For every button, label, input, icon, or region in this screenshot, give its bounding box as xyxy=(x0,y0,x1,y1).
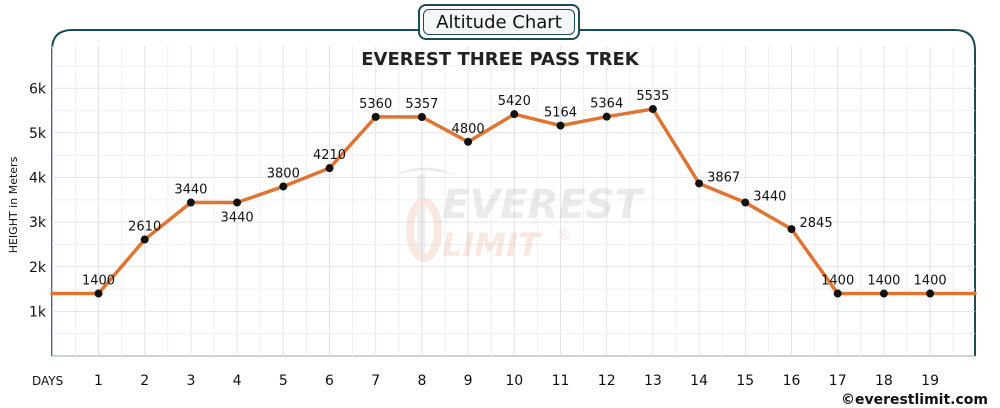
watermark-registered-mark: ® xyxy=(556,225,572,244)
data-point xyxy=(695,179,704,188)
watermark-logo: EVEREST LIMIT ® xyxy=(395,167,645,264)
x-tick-label: 18 xyxy=(875,373,893,389)
footer-credit: ©everestlimit.com xyxy=(841,392,988,408)
y-tick-label: 2k xyxy=(29,260,47,276)
x-tick-label: 17 xyxy=(829,373,847,389)
watermark-line2: LIMIT xyxy=(442,226,542,264)
x-tick-label: 14 xyxy=(690,373,708,389)
data-label: 5535 xyxy=(636,89,669,104)
data-label: 3440 xyxy=(753,190,786,205)
watermark-line1: EVEREST xyxy=(442,182,645,228)
grid-lines xyxy=(51,46,975,356)
data-point xyxy=(140,235,149,244)
x-tick-label: 13 xyxy=(644,373,662,389)
data-label: 5420 xyxy=(498,94,531,109)
x-tick-label: 4 xyxy=(233,373,242,389)
x-tick-label: 6 xyxy=(325,373,334,389)
data-label: 1400 xyxy=(82,274,115,289)
data-label: 4210 xyxy=(313,148,346,163)
y-tick-label: 1k xyxy=(29,304,47,320)
data-label: 5357 xyxy=(405,97,438,112)
data-point xyxy=(233,198,242,207)
data-point xyxy=(417,112,426,121)
x-tick-label: 8 xyxy=(417,373,426,389)
x-tick-label: 11 xyxy=(552,373,570,389)
data-point xyxy=(787,225,796,234)
y-tick-label: 4k xyxy=(29,171,47,187)
data-label: 2610 xyxy=(128,220,161,235)
data-point xyxy=(833,289,842,298)
data-point xyxy=(325,164,334,173)
data-point xyxy=(279,182,288,191)
altitude-chart-badge: Altitude Chart xyxy=(418,4,580,40)
badge-label: Altitude Chart xyxy=(423,9,575,35)
data-point xyxy=(926,289,935,298)
x-tick-label: 9 xyxy=(464,373,473,389)
data-point xyxy=(464,137,473,146)
data-point xyxy=(94,289,103,298)
data-label: 5364 xyxy=(590,97,623,112)
x-tick-label: 1 xyxy=(94,373,103,389)
y-tick-label: 5k xyxy=(29,126,47,142)
y-axis-label: HEIGHT in Meters xyxy=(7,156,20,253)
data-point xyxy=(879,289,888,298)
data-label: 3800 xyxy=(267,166,300,181)
data-label: 1400 xyxy=(867,274,900,289)
data-point xyxy=(556,121,565,130)
x-tick-label: 12 xyxy=(598,373,616,389)
data-point xyxy=(741,198,750,207)
data-label: 3440 xyxy=(221,211,254,226)
x-tick-label: 2 xyxy=(140,373,149,389)
data-label: 1400 xyxy=(821,274,854,289)
x-tick-label: 10 xyxy=(505,373,523,389)
data-label: 1400 xyxy=(914,274,947,289)
data-label: 4800 xyxy=(452,122,485,137)
x-tick-label: 16 xyxy=(783,373,801,389)
data-point xyxy=(371,112,380,121)
x-tick-label: 19 xyxy=(921,373,939,389)
x-tick-label: 3 xyxy=(186,373,195,389)
data-point xyxy=(602,112,611,121)
x-tick-label: 5 xyxy=(279,373,288,389)
data-label: 5360 xyxy=(359,97,392,112)
x-tick-label: 15 xyxy=(736,373,754,389)
data-point xyxy=(186,198,195,207)
chart-title: EVEREST THREE PASS TREK xyxy=(361,49,640,70)
y-tick-label: 3k xyxy=(29,215,47,231)
x-axis-label: DAYS xyxy=(32,374,63,388)
y-tick-label: 6k xyxy=(29,81,47,97)
data-label: 3867 xyxy=(707,170,740,185)
data-label: 2845 xyxy=(800,216,833,231)
data-label: 5164 xyxy=(544,106,577,121)
data-point xyxy=(648,105,657,114)
x-tick-label: 7 xyxy=(371,373,380,389)
data-label: 3440 xyxy=(174,183,207,198)
data-point xyxy=(510,110,519,119)
